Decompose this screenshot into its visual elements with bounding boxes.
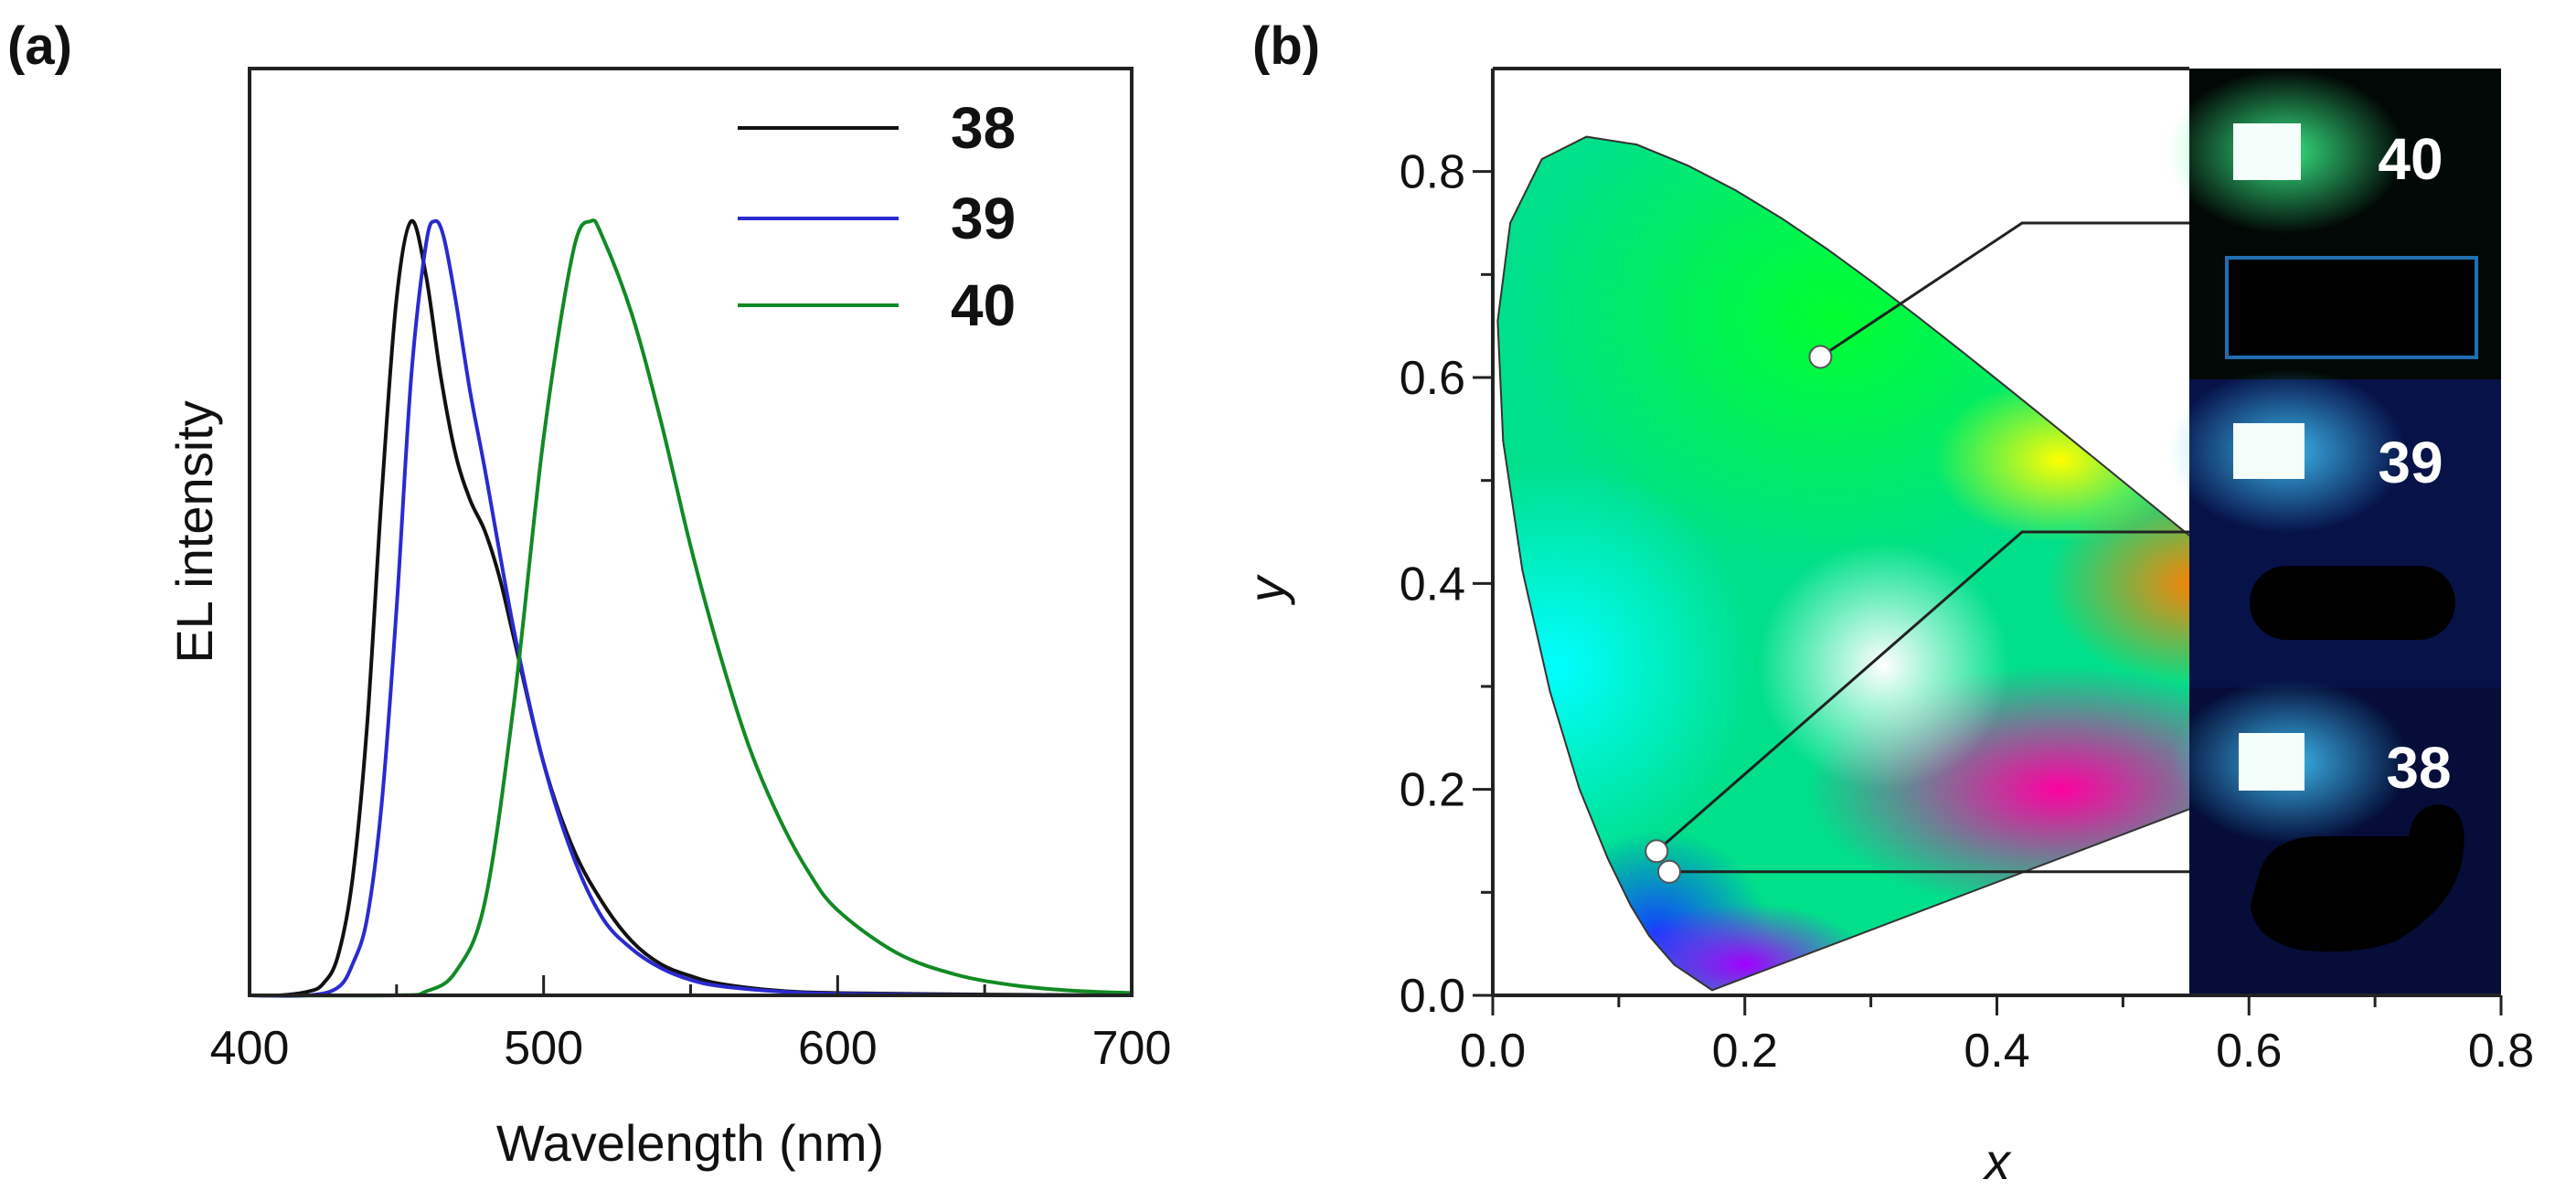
- gamut-color-violet: [1618, 902, 1871, 991]
- panel-a-label: (a): [7, 16, 72, 76]
- x-axis-label: Wavelength (nm): [496, 1114, 884, 1172]
- x-tick-label: 0.8: [2468, 1025, 2534, 1078]
- y-axis-label-b: y: [1238, 574, 1295, 606]
- panel-a: (a) 400 500 600 700 Wavelength (nm) EL inte…: [7, 16, 1171, 1172]
- x-axis-ticks: 400 500 600 700: [210, 975, 1172, 1075]
- y-tick-label: 0.6: [1400, 352, 1465, 405]
- series-line-40: [249, 218, 1133, 998]
- cie-points: [1645, 345, 1833, 884]
- legend: 38 39 40: [738, 95, 1016, 338]
- x-tick-label: 0.4: [1964, 1025, 2029, 1078]
- legend-label-39: 39: [951, 186, 1016, 251]
- emitting-pixel: [2233, 123, 2301, 180]
- leader-line-39: [1655, 530, 2189, 853]
- y-tick-label: 0.4: [1400, 558, 1465, 611]
- x-axis-label-b: x: [1982, 1132, 2012, 1190]
- cie-point-40: [1808, 345, 1833, 369]
- x-tick-label: 500: [504, 1022, 583, 1075]
- photo-label-39: 39: [2378, 430, 2443, 495]
- redacted-blob: [2251, 804, 2464, 952]
- panel-b-label: (b): [1252, 16, 1320, 76]
- redacted-blob: [2250, 566, 2455, 640]
- series-line-39: [249, 218, 1133, 998]
- spectra-curves: [249, 218, 1133, 998]
- device-photos: 40 39 38: [2166, 69, 2501, 995]
- leader-lines: [1655, 221, 2189, 874]
- device-photo-40: 40: [2166, 69, 2501, 379]
- cie-point-39: [1645, 839, 1669, 864]
- photo-label-40: 40: [2378, 126, 2443, 192]
- gamut-color-cyan: [1497, 460, 1758, 872]
- x-tick-label: 0.2: [1712, 1025, 1778, 1078]
- y-tick-label: 0.0: [1400, 970, 1465, 1023]
- redacted-box-outline: [2225, 256, 2478, 359]
- leader-line-40: [1819, 221, 2189, 358]
- gamut-color-yellow: [1933, 377, 2187, 543]
- x-tick-label: 400: [210, 1022, 290, 1075]
- x-tick-label: 0.6: [2216, 1025, 2282, 1078]
- y-tick-label: 0.2: [1400, 764, 1465, 817]
- x-tick-label: 600: [798, 1022, 878, 1075]
- x-tick-label: 700: [1092, 1022, 1172, 1075]
- x-tick-label: 0.0: [1460, 1025, 1526, 1078]
- legend-label-40: 40: [951, 272, 1016, 338]
- spectral-locus: [1496, 135, 2421, 992]
- gamut-color-white: [1757, 542, 2010, 790]
- y-tick-label: 0.8: [1400, 146, 1465, 199]
- legend-label-38: 38: [951, 95, 1016, 161]
- series-line-38: [249, 218, 1133, 998]
- y-axis-label: EL intensity: [165, 400, 223, 663]
- axes-b: 0.0 0.2 0.4 0.6 0.8 0.0 0.2 0.4 0.6 0.8: [1400, 67, 2534, 1078]
- emitting-pixel: [2239, 733, 2305, 791]
- cie-point-38: [1657, 859, 1682, 884]
- emitting-pixel: [2233, 423, 2305, 479]
- photo-label-38: 38: [2386, 735, 2451, 801]
